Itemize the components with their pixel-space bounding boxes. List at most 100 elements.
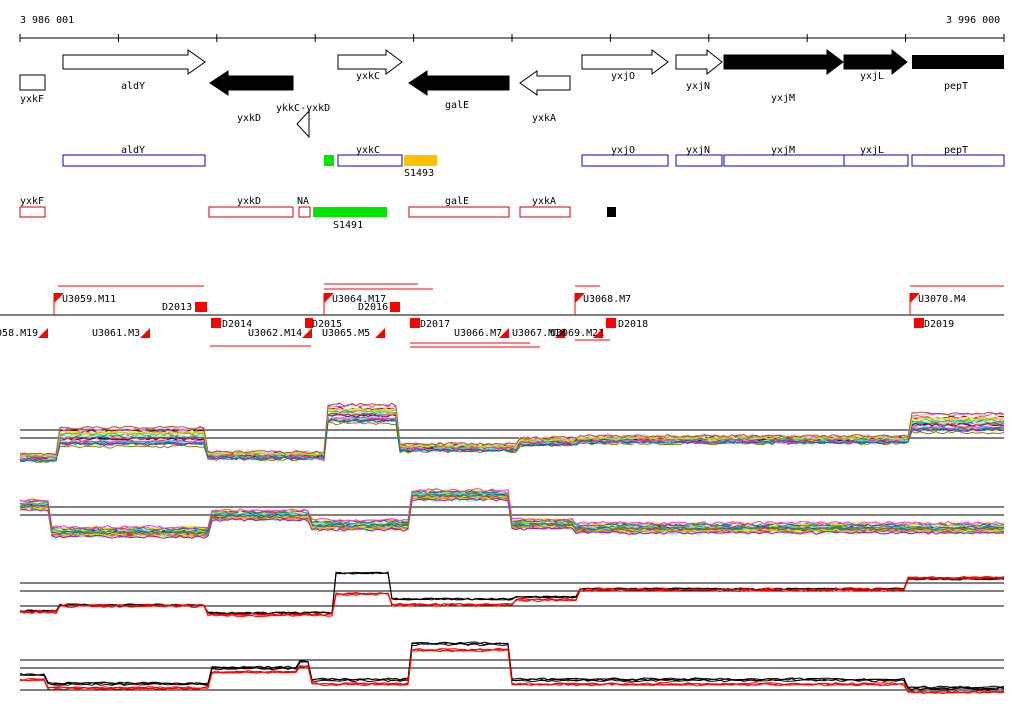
transcript-box[interactable] (581, 154, 669, 167)
transcript-label: yxjL (860, 145, 884, 156)
transcript-box[interactable] (337, 154, 403, 167)
gene-label: yxkA (532, 113, 556, 124)
shift-label: U3059.M11 (62, 294, 116, 305)
shift-label: U3067.M18 (512, 328, 566, 339)
expression-line (19, 571, 1005, 615)
downshift-marker[interactable]: D2016 (358, 302, 400, 313)
downshift-marker[interactable]: D2018 (606, 318, 648, 330)
transcript-box[interactable] (723, 154, 845, 167)
transcript-box[interactable] (298, 206, 311, 218)
segment-S1491[interactable] (313, 207, 387, 217)
transcript-label: yxkF (20, 196, 44, 207)
shift-label: D2019 (924, 319, 954, 330)
expression-line (19, 418, 1005, 462)
ruler-end-label: 3 996 000 (946, 15, 1000, 26)
gene-label: yxjO (611, 71, 635, 82)
upshift-marker[interactable]: U3066.M7 (454, 328, 509, 339)
upshift-marker[interactable]: U3062.M14 (248, 328, 312, 339)
transcript-box[interactable] (911, 154, 1005, 167)
expression-summary-minus (19, 641, 1005, 695)
gene-yxjO[interactable] (581, 49, 669, 75)
shift-label: D2015 (312, 319, 342, 330)
upshift-marker[interactable]: U3058.M19 (0, 328, 48, 339)
transcript-box[interactable] (675, 154, 723, 167)
gene-label: yxjM (771, 93, 795, 104)
downshift-marker[interactable]: D2015 (305, 318, 342, 330)
upshift-marker[interactable]: U3059.M11 (53, 293, 116, 315)
upshift-marker[interactable]: U3068.M7 (574, 293, 631, 315)
coordinate-ruler: 3 986 001 3 996 000 (19, 15, 1005, 42)
gene-label: yxkF (20, 94, 44, 105)
transcript-label: yxkD (237, 196, 261, 207)
shift-label: D2013 (162, 302, 192, 313)
gene-yxkF[interactable] (19, 74, 46, 91)
gene-label: pepT (944, 81, 968, 92)
transcript-box[interactable] (19, 206, 46, 218)
transcript-box[interactable] (408, 206, 510, 218)
transcript-label: yxjM (771, 145, 795, 156)
minus-transcript-track: yxkF yxkD NA galE yxkA S1491 (19, 196, 616, 231)
expression-line (19, 571, 1005, 615)
gene-pepT[interactable] (912, 55, 1004, 69)
gene-yxkD[interactable] (209, 70, 294, 96)
transcript-label: yxkA (532, 196, 556, 207)
gene-ykkC-yxkD[interactable] (296, 109, 310, 139)
expression-line (20, 575, 1005, 616)
expression-line (19, 406, 1005, 457)
transcript-label: aldY (121, 145, 145, 156)
transcript-label: yxjO (611, 145, 635, 156)
transcript-label: NA (297, 196, 309, 207)
transcript-label: yxkC (356, 145, 380, 156)
shift-label: U3069.M21 (550, 328, 604, 339)
gene-yxkC[interactable] (337, 49, 403, 75)
shift-label: U3058.M19 (0, 328, 38, 339)
expression-line (19, 641, 1005, 689)
expression-line (19, 497, 1005, 539)
gene-label: ykkC-yxkD (276, 103, 330, 114)
transcript-label: yxjN (686, 145, 710, 156)
shift-label: D2017 (420, 319, 450, 330)
gene-yxjM[interactable] (723, 49, 844, 75)
downshift-marker[interactable]: D2019 (914, 318, 954, 330)
expression-line (19, 488, 1005, 529)
ruler-start-label: 3 986 001 (20, 15, 74, 26)
segment-S1493[interactable] (404, 155, 437, 166)
expression-track-plus (19, 402, 1005, 463)
transcript-box[interactable] (208, 206, 294, 218)
upshift-marker[interactable]: U3065.M5 (322, 328, 385, 339)
plus-transcript-track: aldY yxkC yxjO yxjN yxjM yxjL pepT S1493 (62, 145, 1005, 179)
upshift-marker[interactable]: U3067.M18 (512, 328, 566, 339)
expression-line (19, 648, 1005, 694)
upshift-marker[interactable]: U3070.M4 (909, 293, 966, 315)
expression-line (19, 649, 1005, 695)
gene-galE[interactable] (408, 70, 510, 96)
shift-track: U3059.M11 D2013 U3064.M17 D2016 U3068.M7… (0, 283, 1004, 348)
black-marker[interactable] (607, 207, 616, 217)
gene-label: yxjN (686, 81, 710, 92)
transcript-label: pepT (944, 145, 968, 156)
upshift-marker[interactable]: U3064.M17 (323, 293, 386, 315)
gene-label: yxkC (356, 71, 380, 82)
expression-line (19, 493, 1005, 535)
expression-summary-plus (19, 571, 1005, 618)
gene-yxjN[interactable] (675, 48, 723, 76)
upshift-marker[interactable]: U3069.M21 (550, 328, 604, 339)
expression-line (19, 576, 1005, 618)
transcript-box[interactable] (519, 206, 571, 218)
segment-label: S1491 (333, 220, 363, 231)
shift-label: U3070.M4 (918, 294, 966, 305)
downshift-marker[interactable]: D2014 (211, 318, 252, 330)
small-segment-marker[interactable] (324, 155, 334, 166)
gene-aldY[interactable] (62, 49, 206, 75)
expression-line (19, 571, 1005, 615)
transcript-box[interactable] (843, 154, 909, 167)
transcript-box[interactable] (62, 154, 206, 167)
gene-yxkA[interactable] (519, 70, 571, 96)
downshift-marker[interactable]: D2013 (162, 302, 207, 313)
expression-line (19, 402, 1005, 456)
shift-label: U3062.M14 (248, 328, 302, 339)
gene-yxjL[interactable] (843, 48, 908, 76)
downshift-marker[interactable]: D2017 (410, 318, 450, 330)
upshift-marker[interactable]: U3061.M3 (92, 328, 150, 339)
expression-line (19, 408, 1005, 458)
